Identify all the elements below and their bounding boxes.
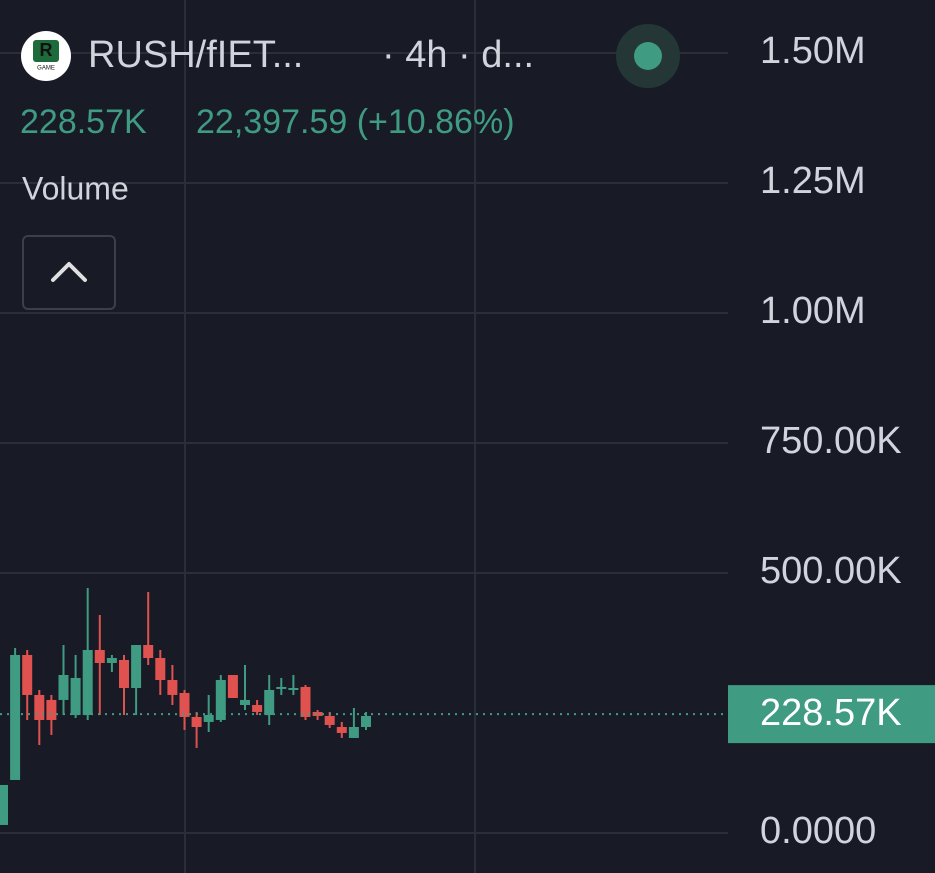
- y-tick-label: 1.50M: [760, 30, 866, 72]
- y-tick-label: 1.25M: [760, 160, 866, 202]
- symbol: RUSH/fIET...: [88, 34, 303, 76]
- collapse-button[interactable]: [22, 235, 116, 310]
- candle-body: [143, 645, 154, 658]
- candle-body: [276, 686, 287, 689]
- candle-body: [10, 654, 21, 780]
- candle-body: [324, 715, 335, 725]
- candle-body: [94, 649, 105, 663]
- y-tick-label: 750.00K: [760, 420, 902, 462]
- candle-body: [0, 784, 8, 825]
- candle-body: [179, 692, 190, 717]
- candle-body: [240, 699, 250, 706]
- candle-body: [167, 679, 178, 695]
- candle-body: [215, 679, 226, 720]
- candle-body: [312, 711, 323, 716]
- candle-body: [264, 689, 275, 715]
- candle-body: [227, 675, 238, 698]
- grid: 0.0000 500.00K 750.00K 1.00M 1.25M 1.50M: [0, 30, 902, 852]
- candle-body: [46, 699, 57, 720]
- y-tick-label: 0.0000: [760, 810, 876, 852]
- y-tick-label: 500.00K: [760, 550, 902, 592]
- candle-body: [119, 659, 129, 689]
- status-dot[interactable]: [634, 42, 662, 70]
- candles: [0, 588, 371, 825]
- candle-body: [300, 686, 311, 717]
- y-tick-label: 1.00M: [760, 290, 866, 332]
- logo-text: R: [40, 40, 53, 60]
- logo-mark: [33, 40, 59, 62]
- candle-body: [191, 716, 202, 727]
- candle-body: [336, 726, 347, 733]
- header-value: 228.57K: [20, 103, 147, 141]
- candle-body: [70, 677, 81, 715]
- candle-body: [361, 715, 371, 727]
- indicator-label: Volume: [22, 170, 129, 206]
- last-price-box: [728, 685, 935, 744]
- overlay: R GAME RUSH/fIET... · 4h · d... 228.57K …: [0, 24, 935, 744]
- chevron-up-icon: [51, 262, 87, 282]
- header-change: 22,397.59 (+10.86%): [196, 103, 515, 141]
- candle-body: [106, 657, 117, 663]
- candle-body: [22, 654, 33, 695]
- candle-body: [131, 645, 142, 689]
- candle-body: [82, 649, 93, 715]
- candle-body: [288, 688, 299, 691]
- logo-subtext: GAME: [37, 66, 55, 72]
- candle-body: [252, 705, 263, 712]
- candle-body: [58, 675, 69, 700]
- candle-body: [34, 694, 45, 720]
- interval: · 4h · d...: [382, 34, 534, 76]
- candle-body: [203, 714, 214, 722]
- candle-body: [155, 657, 166, 680]
- last-price-label: 228.57K: [760, 692, 902, 734]
- candle-body: [348, 726, 359, 738]
